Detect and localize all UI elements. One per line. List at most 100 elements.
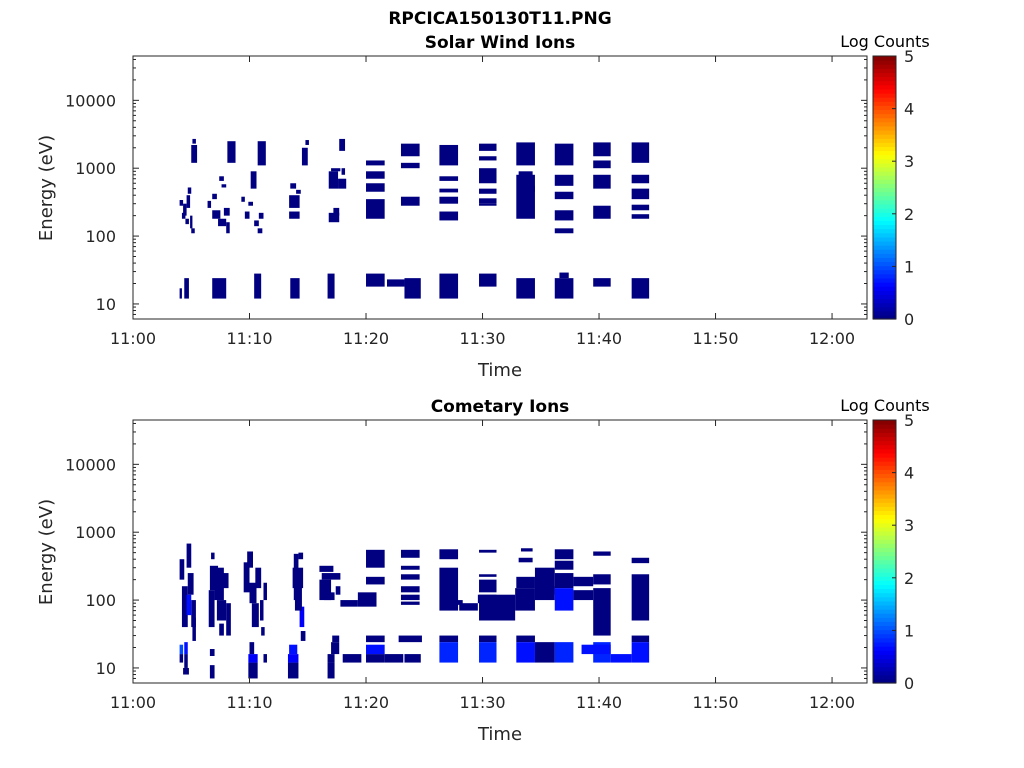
heatmap-cell (404, 654, 421, 663)
colorbar-segment (873, 216, 896, 221)
colorbar-segment (873, 498, 896, 503)
x-tick-label: 11:20 (343, 329, 389, 348)
colorbar: 0 1 2 3 4 5 (872, 47, 914, 329)
heatmap-cell (191, 600, 196, 628)
colorbar-tick-label: 4 (904, 464, 914, 483)
heatmap-cell (183, 667, 189, 675)
heatmap-cell (333, 207, 340, 216)
colorbar-segment (873, 286, 896, 291)
heatmap-cell (554, 560, 574, 570)
colorbar-segment (873, 166, 896, 172)
heatmap-cell (212, 278, 227, 299)
heatmap-cell (366, 654, 385, 663)
heatmap-cell (251, 603, 259, 628)
colorbar-label: Log Counts (840, 396, 930, 415)
colorbar-segment (873, 530, 896, 536)
colorbar-segment (873, 236, 896, 242)
colorbar-segment (873, 88, 896, 94)
heatmap-cell (479, 188, 497, 194)
heatmap-cell (366, 183, 385, 192)
heatmap-cell (593, 278, 611, 287)
colorbar-segment (873, 294, 896, 300)
heatmap-cell (184, 654, 188, 668)
heatmap-cell (250, 171, 257, 189)
heatmap-cell (185, 218, 189, 225)
colorbar-tick-label: 0 (904, 310, 914, 329)
colorbar-segment (873, 212, 896, 217)
heatmap-cell (538, 586, 555, 595)
colorbar-segment (873, 563, 896, 569)
colorbar-segment (873, 641, 896, 647)
colorbar-segment (873, 282, 896, 287)
colorbar-segment (873, 245, 896, 250)
heatmap-cell (321, 573, 341, 580)
colorbar-segment (873, 56, 896, 61)
heatmap-cell (338, 178, 347, 189)
heatmap-cell (554, 143, 574, 166)
colorbar-segment (873, 572, 896, 577)
heatmap-cell (631, 204, 650, 211)
heatmap-cell (327, 273, 335, 299)
heatmap-cell (554, 191, 574, 200)
colorbar-segment (873, 609, 896, 614)
colorbar-segment (873, 84, 896, 90)
heatmap-cell (554, 549, 574, 560)
colorbar-segment (873, 604, 896, 610)
heatmap-cell (221, 184, 227, 188)
colorbar-segment (873, 576, 896, 581)
heatmap-cell (248, 654, 258, 663)
heatmap-cell (479, 642, 497, 663)
colorbar-segment (873, 522, 896, 528)
heatmap-cell (479, 549, 497, 553)
colorbar-segment (873, 436, 896, 442)
colorbar-tick-label: 2 (904, 205, 914, 224)
heatmap-cell (220, 573, 229, 589)
x-tick-label: 11:00 (110, 693, 156, 712)
heatmap-cell (219, 176, 224, 181)
colorbar-segment (873, 465, 896, 470)
colorbar-segment (873, 80, 896, 86)
x-tick-label: 11:10 (226, 693, 272, 712)
y-axis: 10 100 1000 10000 (65, 422, 867, 684)
heatmap-cell (631, 635, 650, 643)
x-axis: 11:00 11:10 11:20 11:30 11:40 11:50 12:00 (110, 56, 855, 348)
heatmap-cell (298, 552, 304, 560)
heatmap-cell (209, 649, 215, 656)
heatmap-cell (192, 617, 196, 641)
heatmap-cell (400, 601, 420, 605)
colorbar-segment (873, 257, 896, 263)
heatmap-cell (386, 279, 405, 287)
colorbar-segment (873, 199, 896, 205)
x-tick-label: 11:30 (459, 329, 505, 348)
colorbar-segment (873, 440, 896, 446)
colorbar-segment (873, 117, 896, 123)
colorbar-tick-label: 1 (904, 257, 914, 276)
heatmap-cell (212, 193, 217, 200)
heatmap-cell (384, 654, 404, 663)
y-axis: 10 100 1000 10000 (65, 58, 867, 320)
heatmap-cell (340, 600, 358, 607)
heatmap-cell (289, 644, 298, 655)
heatmap-cell (366, 576, 385, 585)
heatmap-cell (289, 211, 300, 219)
colorbar-segment (873, 670, 896, 676)
heatmap-cell (257, 228, 263, 234)
heatmap-cell (515, 588, 535, 611)
heatmap-cell (287, 654, 299, 663)
colorbar-segment (873, 261, 896, 267)
colorbar-segment (873, 514, 896, 520)
heatmap-cell (479, 143, 497, 151)
heatmap-cell (341, 168, 346, 175)
colorbar-segment (873, 220, 896, 226)
colorbar: 0 1 2 3 4 5 (872, 411, 914, 693)
heatmap-cell (516, 576, 535, 589)
heatmap-cell (259, 600, 264, 621)
colorbar-segment (873, 253, 896, 258)
heatmap-cell (439, 211, 459, 221)
colorbar-segment (873, 109, 896, 115)
colorbar-segment (873, 469, 896, 475)
x-axis-label: Time (477, 724, 522, 745)
colorbar-segment (873, 518, 896, 524)
colorbar-segment (873, 489, 896, 495)
